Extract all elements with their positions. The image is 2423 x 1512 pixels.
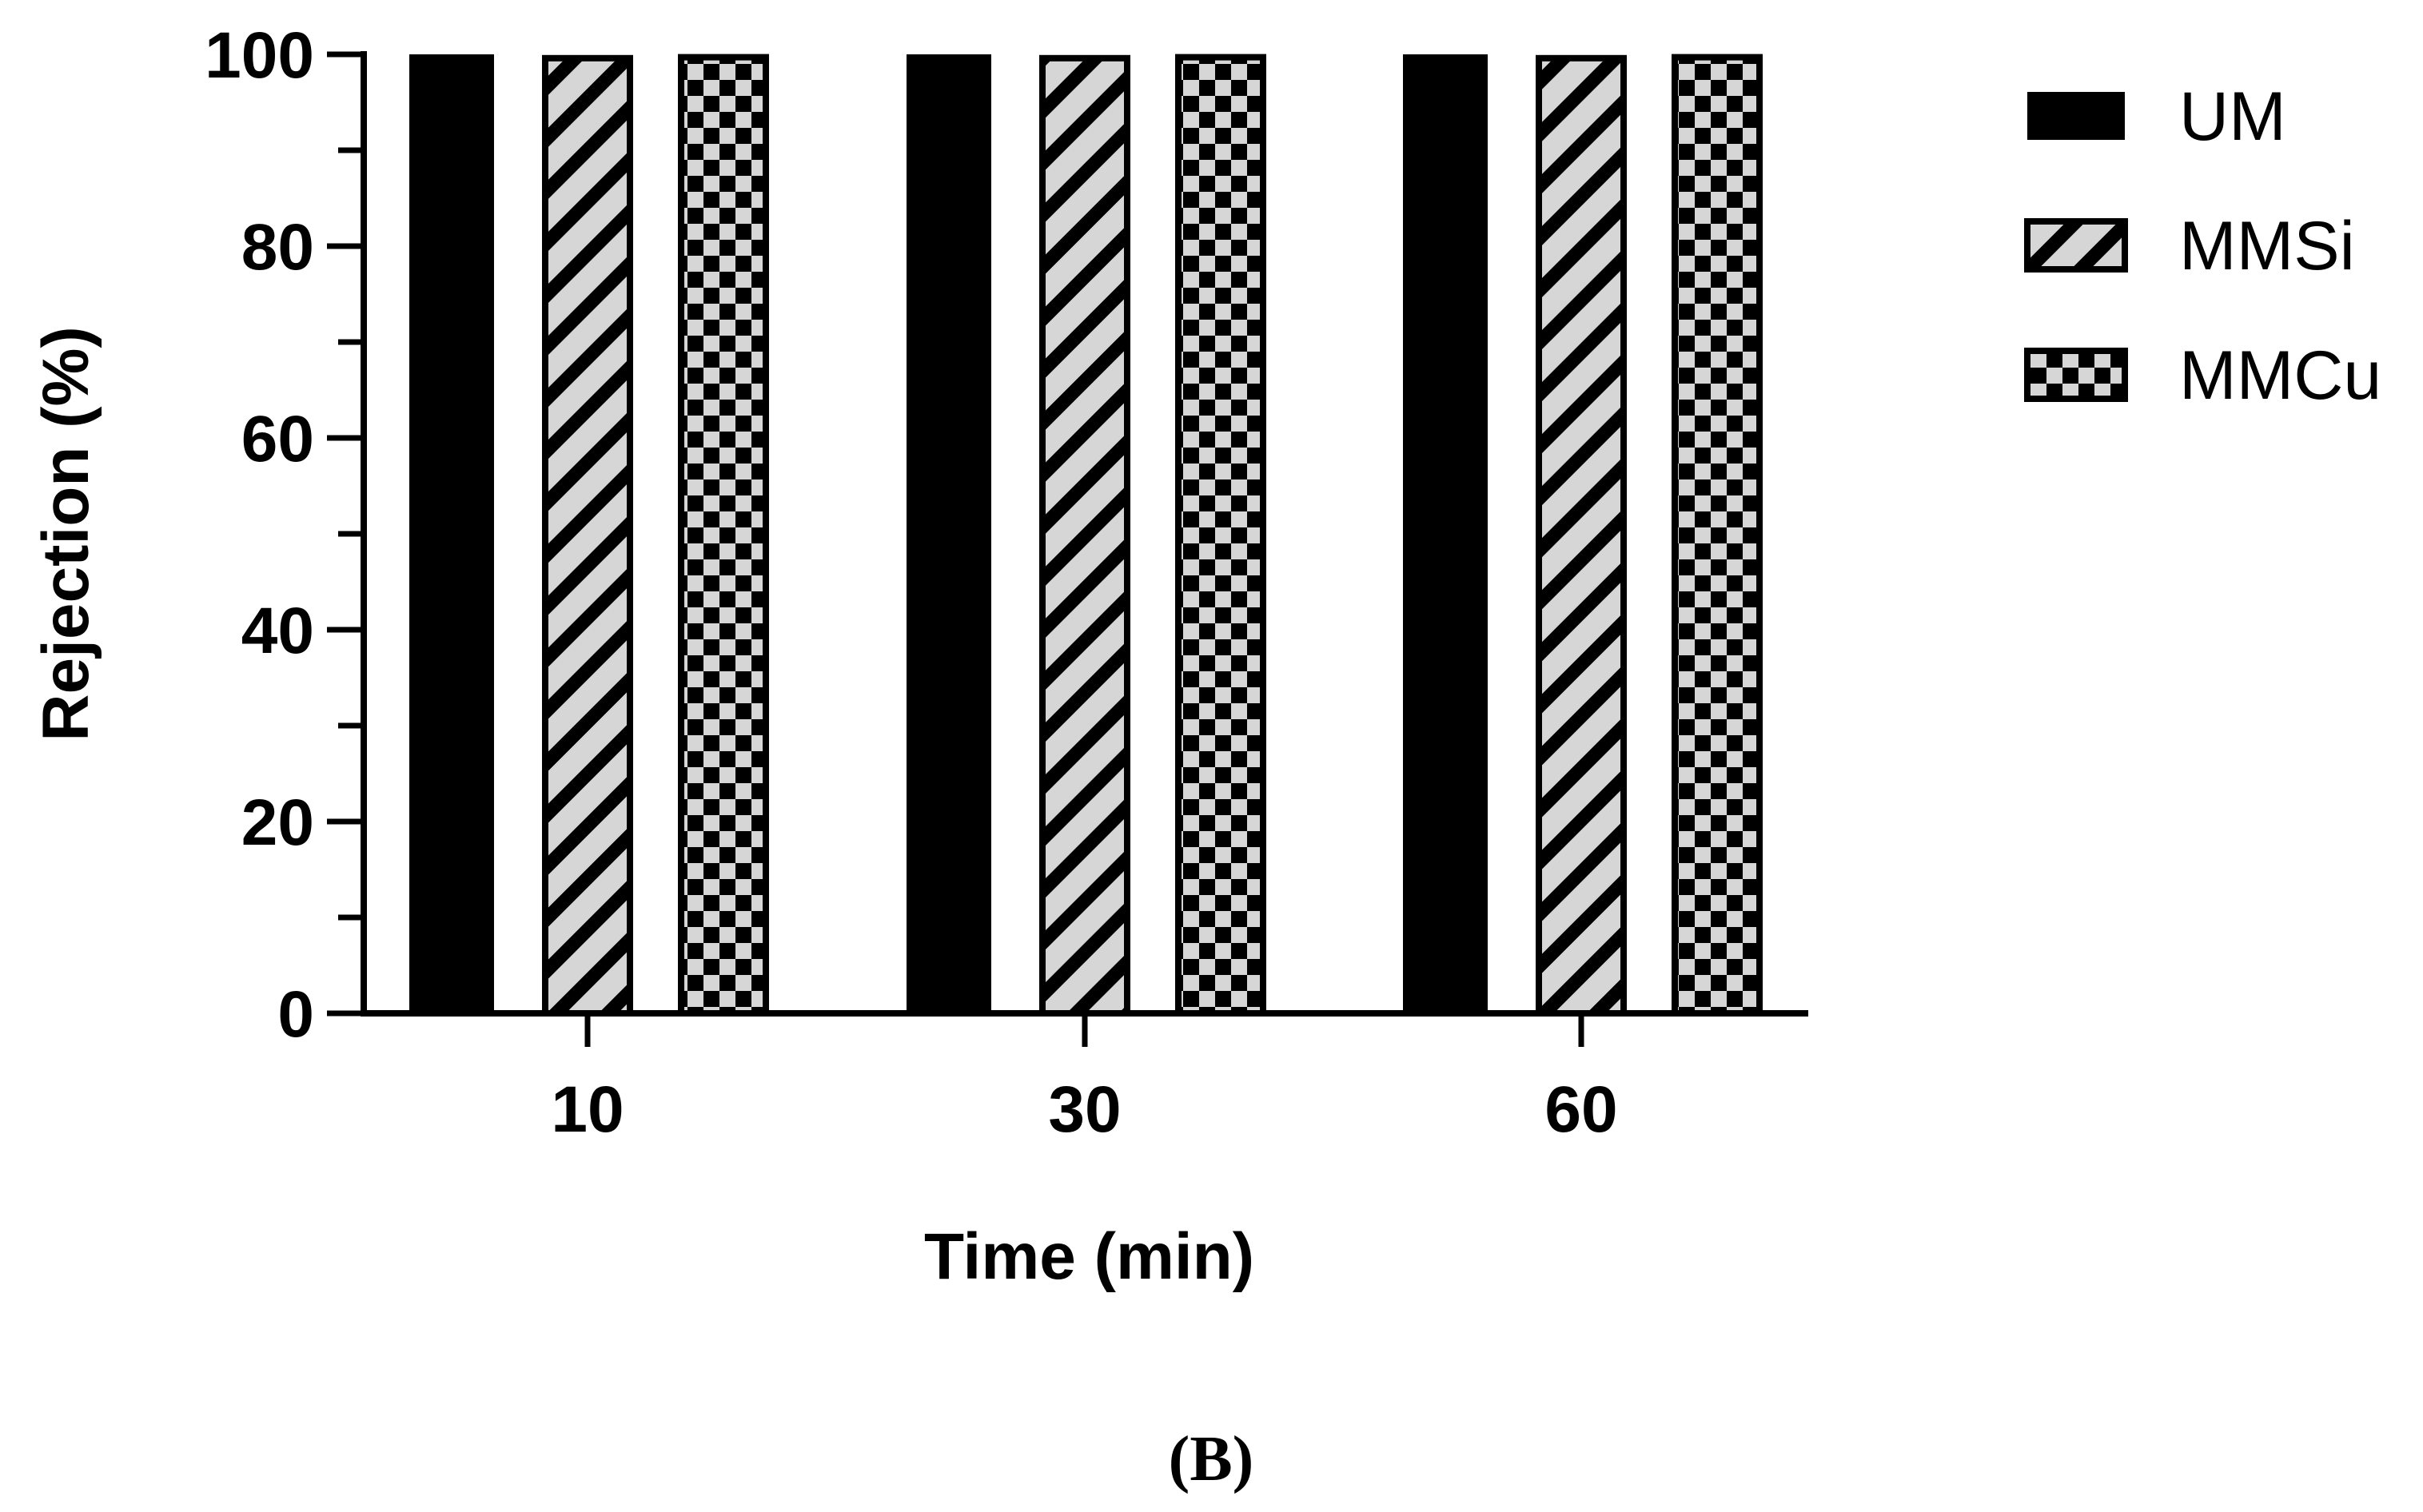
legend-label-mmsi: MMSi: [2179, 208, 2355, 284]
y-tick-label: 0: [277, 978, 314, 1051]
y-tick-label: 100: [205, 19, 314, 92]
y-tick-label: 20: [241, 786, 314, 859]
x-tick-label: 10: [551, 1073, 624, 1146]
y-tick-label: 40: [241, 595, 314, 667]
legend-label-mmcu: MMCu: [2179, 337, 2381, 414]
x-tick-label: 60: [1544, 1073, 1617, 1146]
legend-label-um: UM: [2179, 78, 2286, 155]
bar-mmsi-60: [1536, 54, 1627, 1017]
x-tick-label: 30: [1048, 1073, 1121, 1146]
bar-um-60: [1403, 54, 1488, 1013]
bar-mmsi-10: [542, 54, 633, 1017]
panel-label: (B): [1169, 1424, 1254, 1494]
x-axis-ticks: 10 30 60: [551, 1013, 1618, 1146]
legend: UM MMSi MMCu: [2024, 78, 2381, 414]
y-tick-label: 80: [241, 211, 314, 284]
bar-mmsi-30: [1039, 54, 1130, 1017]
y-axis-label: Rejection (%): [30, 326, 102, 741]
legend-swatch-mmsi: [2024, 218, 2128, 273]
bar-mmcu-30: [1175, 54, 1266, 1017]
x-axis-label: Time (min): [924, 1220, 1254, 1293]
bar-um-30: [907, 54, 991, 1013]
legend-swatch-um: [2027, 92, 2125, 140]
bar-um-10: [409, 54, 494, 1013]
bars: [409, 54, 1763, 1017]
y-tick-label: 60: [241, 403, 314, 475]
legend-swatch-mmcu: [2024, 348, 2128, 402]
bar-mmcu-60: [1672, 54, 1763, 1017]
y-axis-ticks: 0 20 40 60 80 100: [205, 19, 364, 1051]
bar-mmcu-10: [678, 54, 769, 1017]
